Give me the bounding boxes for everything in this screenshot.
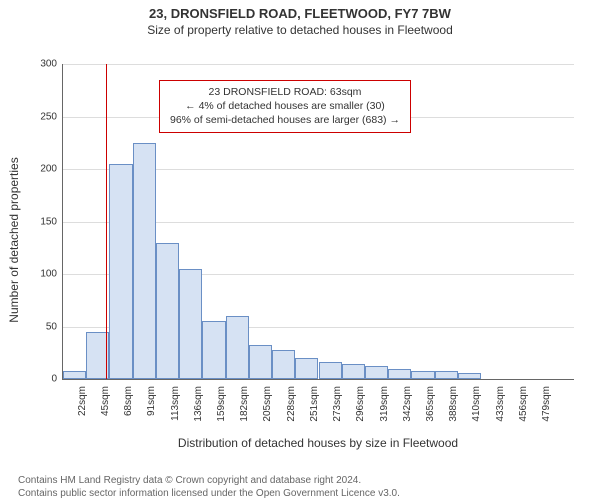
histogram-bar bbox=[458, 373, 481, 379]
y-tick-label: 0 bbox=[27, 374, 57, 385]
histogram-bar bbox=[295, 358, 318, 379]
reference-line bbox=[106, 64, 107, 379]
x-tick-label: 388sqm bbox=[448, 386, 459, 446]
x-tick-label: 296sqm bbox=[355, 386, 366, 446]
info-line3: 96% of semi-detached houses are larger (… bbox=[170, 113, 400, 127]
y-tick-label: 300 bbox=[27, 59, 57, 70]
histogram-bar bbox=[435, 371, 458, 379]
footer: Contains HM Land Registry data © Crown c… bbox=[18, 474, 590, 500]
x-tick-label: 113sqm bbox=[170, 386, 181, 446]
x-tick-label: 342sqm bbox=[402, 386, 413, 446]
x-tick-label: 205sqm bbox=[262, 386, 273, 446]
page-title: 23, DRONSFIELD ROAD, FLEETWOOD, FY7 7BW bbox=[0, 6, 600, 21]
x-tick-label: 68sqm bbox=[123, 386, 134, 446]
histogram-bar bbox=[342, 364, 365, 379]
x-tick-label: 228sqm bbox=[286, 386, 297, 446]
x-tick-label: 433sqm bbox=[495, 386, 506, 446]
y-tick-label: 200 bbox=[27, 164, 57, 175]
footer-line1: Contains HM Land Registry data © Crown c… bbox=[18, 474, 590, 487]
x-tick-label: 319sqm bbox=[379, 386, 390, 446]
plot-area: 23 DRONSFIELD ROAD: 63sqm← 4% of detache… bbox=[62, 64, 574, 380]
histogram-bar bbox=[411, 371, 434, 379]
y-tick-label: 50 bbox=[27, 321, 57, 332]
histogram-bar bbox=[63, 371, 86, 379]
x-tick-label: 456sqm bbox=[518, 386, 529, 446]
histogram-bar bbox=[365, 366, 388, 379]
histogram-bar bbox=[109, 164, 132, 379]
histogram-bar bbox=[179, 269, 202, 379]
chart: Number of detached properties 23 DRONSFI… bbox=[0, 50, 600, 430]
histogram-bar bbox=[249, 345, 272, 379]
x-tick-label: 91sqm bbox=[146, 386, 157, 446]
y-axis-label: Number of detached properties bbox=[7, 157, 21, 322]
x-tick-label: 251sqm bbox=[309, 386, 320, 446]
info-line2: ← 4% of detached houses are smaller (30) bbox=[170, 99, 400, 113]
x-tick-label: 479sqm bbox=[541, 386, 552, 446]
x-tick-label: 182sqm bbox=[239, 386, 250, 446]
histogram-bar bbox=[272, 350, 295, 379]
x-tick-label: 365sqm bbox=[425, 386, 436, 446]
histogram-bar bbox=[319, 362, 342, 379]
x-tick-label: 159sqm bbox=[216, 386, 227, 446]
y-tick-label: 100 bbox=[27, 269, 57, 280]
x-tick-label: 22sqm bbox=[77, 386, 88, 446]
x-tick-label: 45sqm bbox=[100, 386, 111, 446]
info-box: 23 DRONSFIELD ROAD: 63sqm← 4% of detache… bbox=[159, 80, 411, 133]
x-tick-label: 273sqm bbox=[332, 386, 343, 446]
x-tick-label: 136sqm bbox=[193, 386, 204, 446]
histogram-bar bbox=[156, 243, 179, 380]
x-tick-label: 410sqm bbox=[471, 386, 482, 446]
histogram-bar bbox=[133, 143, 156, 379]
y-tick-label: 150 bbox=[27, 216, 57, 227]
histogram-bar bbox=[388, 369, 411, 380]
histogram-bar bbox=[202, 321, 225, 379]
info-line1: 23 DRONSFIELD ROAD: 63sqm bbox=[170, 85, 400, 99]
histogram-bar bbox=[226, 316, 249, 379]
grid-line bbox=[63, 64, 574, 65]
y-tick-label: 250 bbox=[27, 111, 57, 122]
page-subtitle: Size of property relative to detached ho… bbox=[0, 23, 600, 37]
footer-line2: Contains public sector information licen… bbox=[18, 487, 590, 500]
